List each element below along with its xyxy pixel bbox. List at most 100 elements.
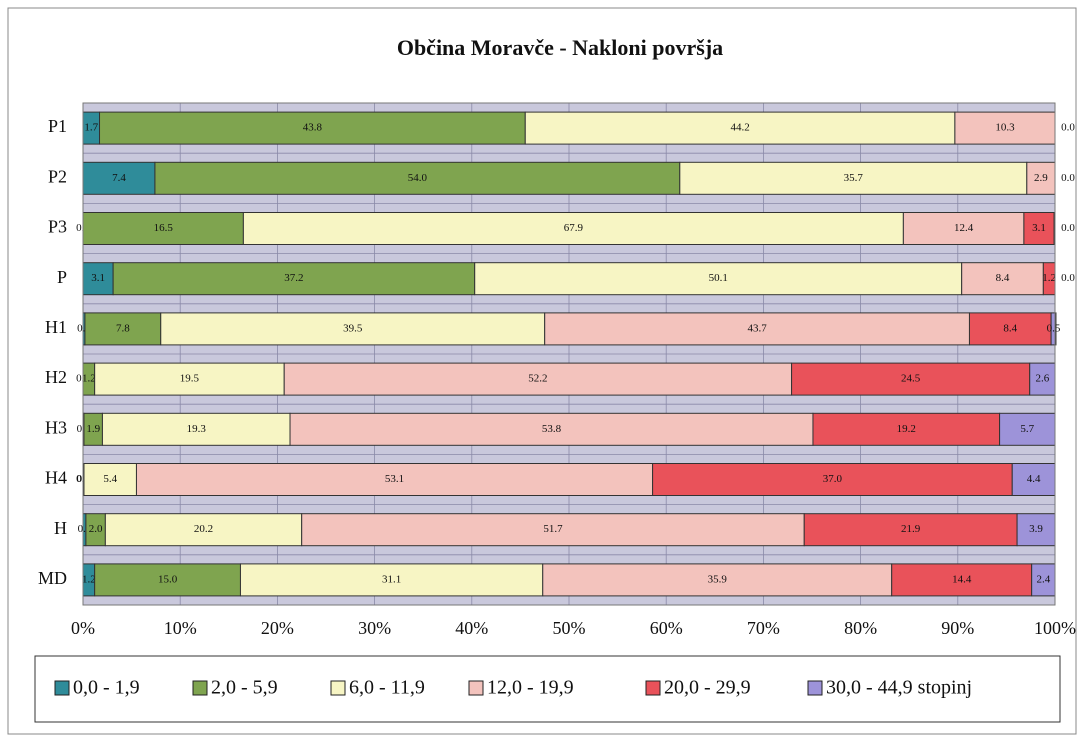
legend-swatch bbox=[54, 680, 70, 696]
data-label: 31.1 bbox=[382, 573, 401, 585]
data-label: 43.7 bbox=[747, 322, 767, 334]
bar-segment bbox=[791, 362, 1031, 396]
data-label: 0.0 bbox=[1061, 272, 1075, 284]
data-label: 2.4 bbox=[1036, 573, 1050, 585]
data-label: 51.7 bbox=[543, 523, 563, 535]
bar-segment bbox=[289, 412, 814, 446]
data-label: 8.4 bbox=[996, 272, 1010, 284]
data-label: 5.7 bbox=[1020, 423, 1034, 435]
y-tick-label: H1 bbox=[45, 317, 67, 337]
data-label: 0.5 bbox=[1047, 322, 1061, 334]
legend-swatch bbox=[807, 680, 823, 696]
x-tick-label: 50% bbox=[553, 618, 586, 638]
y-tick-label: H bbox=[54, 518, 67, 538]
y-tick-label: P1 bbox=[48, 116, 67, 136]
bar-segment bbox=[679, 161, 1028, 195]
data-label: 54.0 bbox=[408, 172, 428, 184]
data-label: 19.2 bbox=[897, 423, 916, 435]
data-label: 12.4 bbox=[954, 222, 974, 234]
data-label: 7.8 bbox=[116, 322, 130, 334]
x-tick-label: 80% bbox=[844, 618, 877, 638]
x-tick-label: 30% bbox=[358, 618, 391, 638]
data-label: 3.1 bbox=[1032, 222, 1046, 234]
data-label: 10.3 bbox=[995, 122, 1015, 134]
bar-segment bbox=[94, 563, 241, 597]
data-label: 3.1 bbox=[91, 272, 105, 284]
legend-label: 20,0 - 29,9 bbox=[664, 677, 751, 699]
x-tick-label: 40% bbox=[455, 618, 488, 638]
x-tick-label: 100% bbox=[1034, 618, 1076, 638]
legend-swatch bbox=[468, 680, 484, 696]
data-label: 24.5 bbox=[901, 373, 921, 385]
plot-border bbox=[82, 102, 1056, 606]
data-label: 3.9 bbox=[1029, 523, 1043, 535]
x-tick-label: 20% bbox=[261, 618, 294, 638]
bar-segment bbox=[954, 111, 1056, 145]
data-label: 19.3 bbox=[187, 423, 207, 435]
data-label: 8.4 bbox=[1003, 322, 1017, 334]
bar-segment bbox=[1016, 513, 1056, 547]
bar-segment bbox=[542, 563, 893, 597]
y-tick-label: P bbox=[57, 267, 67, 287]
data-label: 1.2 bbox=[82, 573, 96, 585]
data-label: 1.2 bbox=[82, 373, 96, 385]
bar-segment bbox=[154, 161, 681, 195]
bar-segment bbox=[902, 212, 1025, 245]
data-label: 1.2 bbox=[1042, 272, 1056, 284]
bar-segment bbox=[239, 563, 544, 597]
data-label: 37.2 bbox=[284, 272, 303, 284]
data-label: 21.9 bbox=[901, 523, 921, 535]
bar-segment bbox=[301, 513, 805, 547]
y-tick-label: P2 bbox=[48, 166, 67, 186]
data-label: 2.0 bbox=[89, 523, 103, 535]
data-label: 0.0 bbox=[1061, 172, 1075, 184]
legend-label: 2,0 - 5,9 bbox=[211, 677, 278, 699]
bar-segment bbox=[1023, 212, 1055, 245]
y-tick-label: H3 bbox=[45, 417, 67, 437]
data-label: 14.4 bbox=[952, 573, 972, 585]
bar-segment bbox=[242, 212, 904, 245]
data-label: 43.8 bbox=[303, 122, 323, 134]
bar-segment bbox=[1011, 463, 1056, 496]
bar-segment bbox=[101, 412, 291, 446]
bar-segment bbox=[803, 513, 1018, 547]
data-label: 0.0 bbox=[1061, 122, 1075, 134]
legend-swatch bbox=[192, 680, 208, 696]
data-label: 50.1 bbox=[709, 272, 728, 284]
data-label: 52.2 bbox=[528, 373, 547, 385]
bar-segment bbox=[82, 212, 244, 245]
data-label: 35.7 bbox=[844, 172, 864, 184]
legend-label: 12,0 - 19,9 bbox=[487, 677, 574, 699]
data-label: 7.4 bbox=[112, 172, 126, 184]
bar-segment bbox=[1029, 362, 1056, 396]
y-tick-label: P3 bbox=[48, 217, 67, 237]
bar-segment bbox=[524, 111, 956, 145]
legend-label: 30,0 - 44,9 stopinj bbox=[826, 677, 972, 699]
bar-segment bbox=[652, 463, 1013, 496]
bar-segment bbox=[135, 463, 654, 496]
data-label: 20.2 bbox=[194, 523, 213, 535]
bar-segment bbox=[94, 362, 285, 396]
bar-segment bbox=[1026, 161, 1056, 195]
data-label: 16.5 bbox=[154, 222, 174, 234]
data-label: 67.9 bbox=[564, 222, 584, 234]
bar-segment bbox=[82, 262, 114, 296]
data-label: 1.7 bbox=[84, 122, 98, 134]
bar-segment bbox=[544, 312, 970, 346]
data-label: 44.2 bbox=[730, 122, 749, 134]
bar-segment bbox=[104, 513, 303, 547]
bar-segment bbox=[112, 262, 476, 296]
data-label: 2.9 bbox=[1034, 172, 1048, 184]
data-label: 0.0 bbox=[1061, 222, 1075, 234]
chart-title: Občina Moravče - Nakloni površja bbox=[397, 35, 723, 60]
bar-segment bbox=[84, 312, 162, 346]
bar-segment bbox=[99, 111, 526, 145]
bar-segment bbox=[1050, 312, 1057, 346]
y-tick-label: H2 bbox=[45, 367, 67, 387]
data-label: 5.4 bbox=[103, 473, 117, 485]
x-tick-label: 90% bbox=[941, 618, 974, 638]
bar-segment bbox=[968, 312, 1052, 346]
legend-swatch bbox=[645, 680, 661, 696]
bar-segment bbox=[812, 412, 1001, 446]
bar-segment bbox=[474, 262, 963, 296]
